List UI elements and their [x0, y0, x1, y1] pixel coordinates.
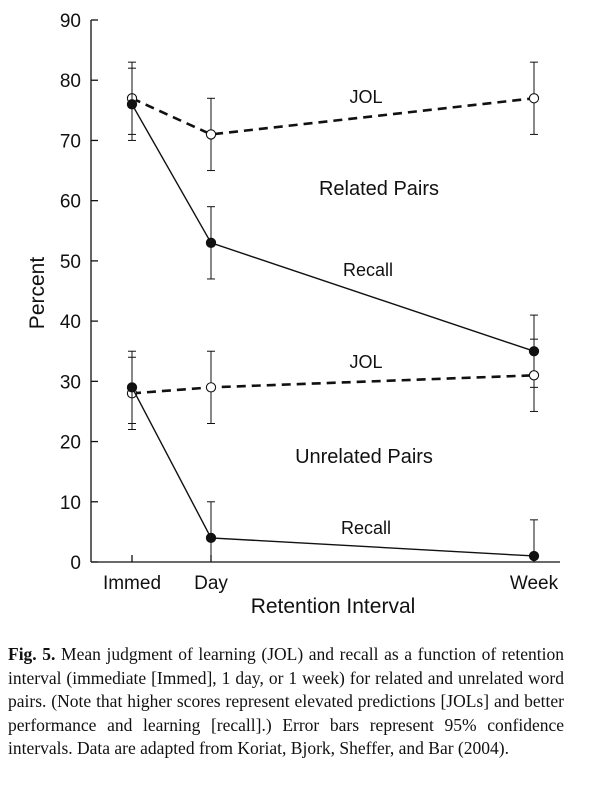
series-unrelated-pairs-jol — [126, 338, 540, 431]
x-axis-label: Retention Interval — [251, 595, 416, 618]
annotation-unrelated-pairs: Unrelated Pairs — [295, 446, 433, 468]
series-related-pairs-jol — [126, 61, 540, 172]
y-tick-label: 20 — [60, 433, 81, 454]
annotation-related-recall: Recall — [343, 260, 393, 280]
data-point — [528, 370, 540, 381]
data-point — [528, 550, 540, 562]
data-point — [126, 99, 138, 110]
series-related-pairs-recall — [126, 67, 540, 388]
series-unrelated-pairs-recall — [126, 350, 540, 562]
y-axis-label: Percent — [26, 257, 49, 330]
series-line — [131, 374, 535, 395]
y-axis: 0 10 20 30 40 50 60 70 80 90 — [60, 11, 98, 574]
y-tick-label: 0 — [70, 553, 81, 574]
x-tick-label: Week — [510, 573, 559, 594]
series-layer — [126, 61, 540, 562]
y-tick-label: 40 — [60, 312, 81, 333]
caption-text: Mean judgment of learning (JOL) and reca… — [8, 644, 565, 758]
annotation-unrelated-recall: Recall — [341, 518, 391, 538]
y-tick-label: 10 — [60, 493, 81, 514]
data-point — [205, 237, 217, 248]
data-point — [126, 382, 138, 393]
x-tick-label: Day — [194, 573, 228, 594]
y-tick-label: 30 — [60, 372, 81, 393]
figure-caption: Fig. 5. Mean judgment of learning (JOL) … — [8, 643, 564, 761]
chart: 0 10 20 30 40 50 60 70 80 90 Immed Day Week Percent… — [26, 11, 560, 618]
y-tick-label: 50 — [60, 252, 81, 273]
y-tick-label: 70 — [60, 131, 81, 152]
x-tick-label: Immed — [103, 573, 161, 594]
series-line — [131, 387, 535, 557]
data-point — [205, 129, 217, 140]
data-point — [205, 532, 217, 544]
annotation-related-pairs: Related Pairs — [319, 178, 439, 200]
y-tick-label: 90 — [60, 11, 81, 32]
y-tick-label: 80 — [60, 71, 81, 92]
x-axis: Immed Day Week — [91, 555, 560, 594]
annotation-unrelated-jol: JOL — [349, 352, 382, 372]
data-point — [205, 382, 217, 393]
caption-label: Fig. 5. — [8, 644, 56, 664]
annotation-related-jol: JOL — [349, 87, 382, 107]
series-line — [131, 96, 535, 136]
data-point — [528, 93, 540, 104]
y-tick-label: 60 — [60, 192, 81, 213]
series-line — [131, 103, 535, 352]
